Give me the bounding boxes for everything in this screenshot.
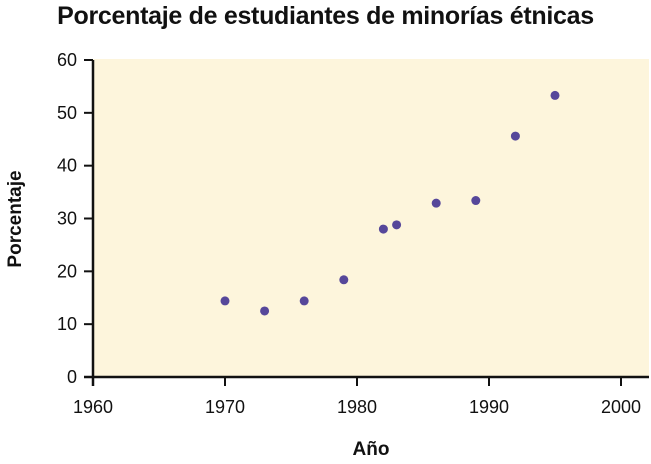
x-tick-label: 1990 xyxy=(469,397,509,417)
data-points xyxy=(220,90,560,316)
y-axis-title: Porcentaje xyxy=(5,170,26,267)
axes: 0 10 20 30 40 50 60 1960 1970 1980 1990 2000 xyxy=(57,50,649,417)
x-tick-label: 2000 xyxy=(601,397,641,417)
data-point xyxy=(299,296,309,306)
data-point xyxy=(260,306,270,316)
data-point xyxy=(431,198,441,208)
chart-title: Porcentaje de estudiantes de minorías ét… xyxy=(57,2,594,30)
y-tick-label: 20 xyxy=(57,261,77,281)
y-tick-label: 40 xyxy=(57,156,77,176)
plot-background xyxy=(93,59,649,377)
data-point xyxy=(550,90,560,100)
x-tick-label: 1960 xyxy=(73,397,113,417)
y-tick-label: 30 xyxy=(57,209,77,229)
data-point xyxy=(339,275,349,285)
data-point xyxy=(392,220,402,230)
data-point xyxy=(510,131,520,141)
data-point xyxy=(378,224,388,234)
y-tick-label: 0 xyxy=(67,367,77,387)
y-tick-label: 50 xyxy=(57,103,77,123)
data-point xyxy=(220,296,230,306)
x-axis-title: Año xyxy=(353,439,390,460)
x-tick-label: 1980 xyxy=(337,397,377,417)
data-point xyxy=(471,196,481,206)
y-tick-label: 60 xyxy=(57,50,77,70)
x-tick-label: 1970 xyxy=(205,397,245,417)
y-tick-label: 10 xyxy=(57,314,77,334)
